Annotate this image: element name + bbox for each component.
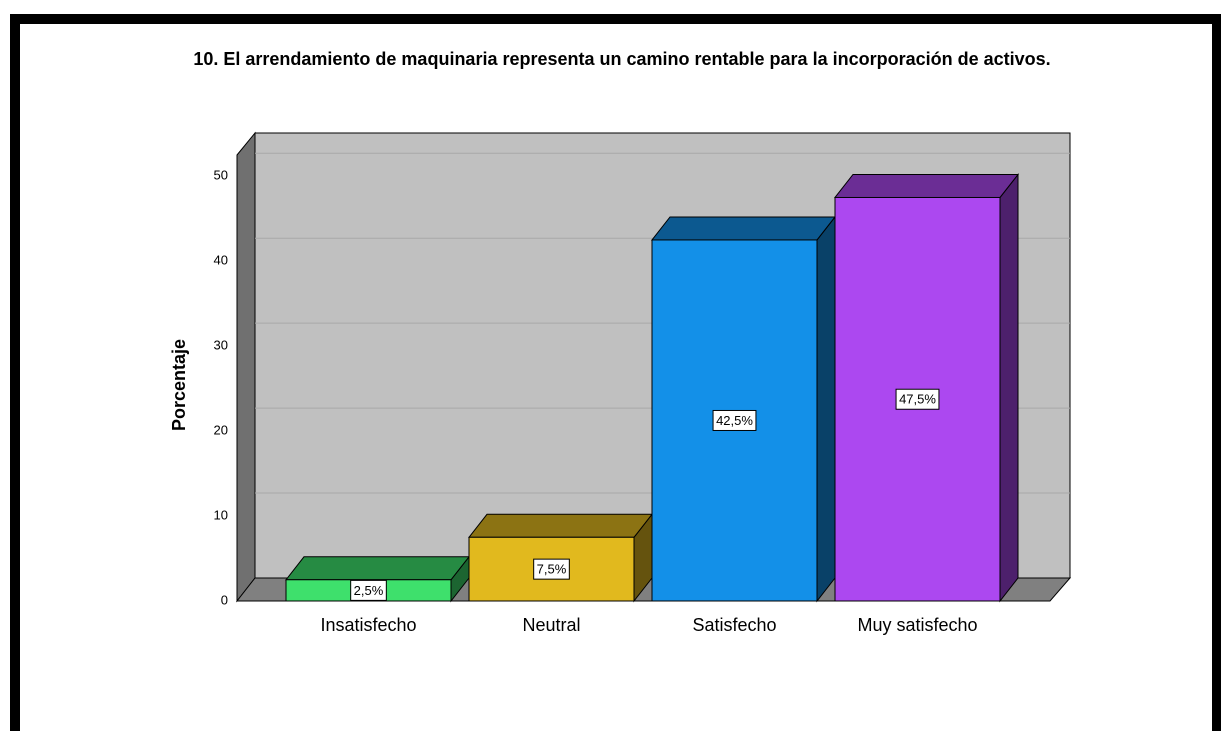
x-tick-label: Insatisfecho: [320, 615, 416, 635]
x-tick-label: Neutral: [522, 615, 580, 635]
y-tick-label: 50: [214, 168, 228, 183]
value-label: 47,5%: [899, 392, 936, 407]
chart-title: 10. El arrendamiento de maquinaria repre…: [193, 49, 1050, 69]
bar-top: [467, 513, 654, 538]
left-wall: [236, 131, 256, 603]
y-tick-label: 40: [214, 253, 228, 268]
frame-right: [1212, 14, 1221, 731]
frame-left: [10, 14, 20, 731]
bar-top: [284, 556, 471, 581]
y-tick-label: 0: [221, 592, 228, 607]
y-tick-label: 20: [214, 423, 228, 438]
value-label-box: [895, 388, 940, 410]
bar-side: [816, 215, 836, 603]
y-tick-label: 10: [214, 507, 228, 522]
value-label-box: [533, 558, 570, 580]
value-label: 7,5%: [537, 562, 567, 577]
frame-top: [10, 14, 1221, 24]
x-tick-label: Muy satisfecho: [857, 615, 977, 635]
value-label-box: [712, 409, 757, 431]
value-label: 2,5%: [354, 583, 384, 598]
bar-top: [650, 216, 837, 241]
y-tick-label: 30: [214, 338, 228, 353]
bar-top: [833, 173, 1020, 198]
value-label-box: [350, 579, 387, 601]
y-axis-title: Porcentaje: [169, 339, 189, 431]
value-label: 42,5%: [716, 413, 753, 428]
bar-side: [999, 173, 1019, 603]
x-tick-label: Satisfecho: [692, 615, 776, 635]
